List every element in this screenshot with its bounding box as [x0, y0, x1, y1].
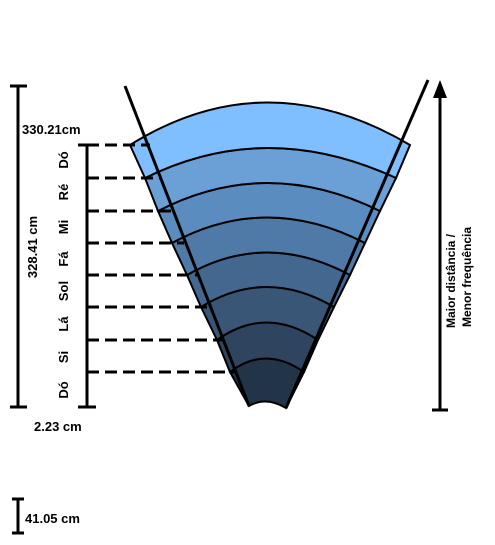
note-label: Lá: [56, 316, 71, 332]
span-measurement-label: 328.41 cm: [25, 216, 40, 278]
scale-bar-label: 41.05 cm: [25, 511, 80, 526]
direction-arrow: [432, 80, 448, 412]
note-label: Sol: [56, 281, 71, 301]
top-measurement-label: 330.21cm: [22, 122, 81, 137]
bottom-measurement-label: 2.23 cm: [34, 419, 82, 434]
note-label: Mi: [56, 220, 71, 234]
arrow-label-line-2: Menor frequência: [460, 227, 474, 327]
note-label: Si: [56, 351, 71, 363]
arrow-up-icon: [433, 80, 447, 98]
note-leader-lines: [87, 143, 235, 374]
note-label: Dó: [56, 381, 71, 398]
fan-left-edge: [123, 85, 251, 407]
note-label: Fá: [56, 251, 71, 267]
note-label: Ré: [56, 184, 71, 201]
arrow-label-line-1: Maior distância /: [444, 233, 458, 328]
band-2: [128, 101, 412, 180]
note-range-bracket: [78, 143, 96, 409]
total-height-bracket: [10, 84, 27, 409]
scale-bar: [12, 497, 24, 535]
note-label: Dó: [56, 151, 71, 168]
fan-edges: [123, 79, 430, 409]
fan-bands: [128, 101, 412, 410]
fan-right-edge: [284, 79, 430, 409]
